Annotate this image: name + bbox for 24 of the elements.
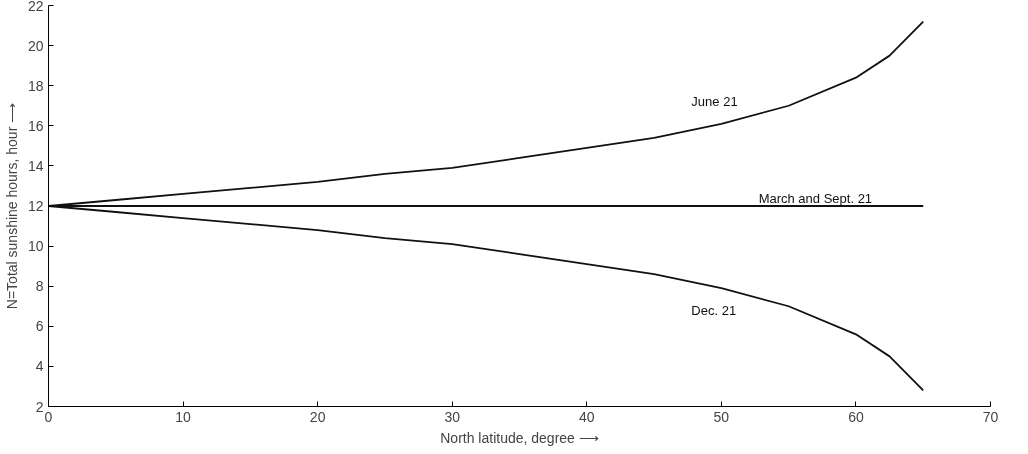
series-label: March and Sept. 21 xyxy=(758,190,873,206)
series-label: June 21 xyxy=(691,94,738,110)
y-tick-label: 6 xyxy=(35,318,44,335)
y-tick-label: 12 xyxy=(27,198,44,214)
y-tick-label: 14 xyxy=(27,157,44,174)
x-tick-label: 50 xyxy=(713,408,730,425)
y-tick-label: 20 xyxy=(27,37,44,54)
y-tick-label: 10 xyxy=(27,238,44,255)
y-axis-title: N=Total sunshine hours, hour ⟶ xyxy=(3,102,20,310)
x-tick-label: 0 xyxy=(44,408,53,425)
y-tick-label: 4 xyxy=(35,358,44,375)
x-tick-label: 20 xyxy=(309,408,326,425)
y-tick-label: 18 xyxy=(27,77,44,94)
x-tick-label: 30 xyxy=(444,408,461,425)
series-label: Dec. 21 xyxy=(691,302,737,318)
y-tick-label: 2 xyxy=(35,398,44,415)
x-tick-label: 40 xyxy=(579,408,595,425)
y-tick-label: 16 xyxy=(27,117,44,134)
y-tick-label: 8 xyxy=(35,278,44,295)
x-axis-title: North latitude, degree ⟶ xyxy=(440,429,599,446)
y-tick-label: 22 xyxy=(27,0,44,14)
x-tick-label: 60 xyxy=(848,408,864,425)
x-tick-label: 10 xyxy=(175,408,192,425)
x-tick-label: 70 xyxy=(982,408,999,425)
